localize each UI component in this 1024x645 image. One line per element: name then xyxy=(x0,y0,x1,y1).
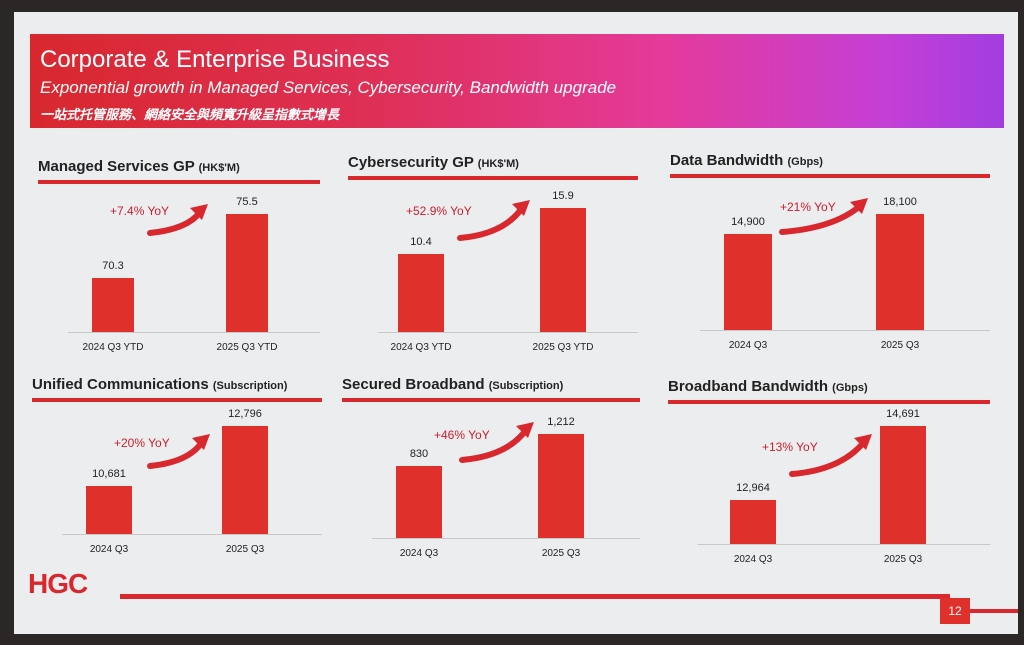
growth-label: +13% YoY xyxy=(762,440,818,454)
chart-title-text: Managed Services GP xyxy=(38,158,199,175)
title-underline xyxy=(348,176,638,180)
bar xyxy=(396,466,442,538)
hgc-logo: HGC xyxy=(28,568,88,599)
category-label: 2024 Q3 YTD xyxy=(390,342,452,353)
growth-arrow-icon xyxy=(779,198,868,235)
growth-label: +52.9% YoY xyxy=(406,204,472,218)
title-underline xyxy=(342,398,640,402)
data-label: 12,796 xyxy=(228,408,262,420)
data-label: 1,212 xyxy=(547,416,575,428)
baseline xyxy=(700,330,990,331)
managed-services-chart: Managed Services GP (HK$'M) 70.3 2024 Q3 Y… xyxy=(38,158,320,388)
category-label: 2025 Q3 xyxy=(541,548,581,559)
bar xyxy=(880,426,926,544)
growth-arrow-icon xyxy=(789,434,872,477)
data-label: 830 xyxy=(409,448,429,460)
title-underline xyxy=(670,174,990,178)
bar xyxy=(222,426,268,534)
growth-label: +46% YoY xyxy=(434,428,490,442)
chart-title-text: Unified Communications xyxy=(32,376,213,393)
growth-label: +7.4% YoY xyxy=(110,204,170,218)
chart-unit: (HK$'M) xyxy=(477,158,519,170)
broadband-bandwidth-chart: Broadband Bandwidth (Gbps) 12,964 2024 Q3 1… xyxy=(668,378,990,608)
chart-title-text: Data Bandwidth xyxy=(670,152,788,169)
baseline xyxy=(698,544,990,545)
title-underline xyxy=(668,400,990,404)
chart-title: Secured Broadband (Subscription) xyxy=(342,376,563,393)
data-label: 12,964 xyxy=(736,482,770,494)
baseline xyxy=(62,534,322,535)
chart-unit: (HK$'M) xyxy=(198,162,240,174)
chart-unit: (Gbps) xyxy=(832,382,868,394)
chart-title: Managed Services GP (HK$'M) xyxy=(38,158,240,175)
bar xyxy=(398,254,444,332)
baseline xyxy=(372,538,640,539)
bar xyxy=(538,434,584,538)
data-label: 18,100 xyxy=(883,196,917,208)
bar xyxy=(730,500,776,544)
data-label: 10.4 xyxy=(410,236,432,248)
title-banner: Corporate & Enterprise Business Exponent… xyxy=(30,34,1004,128)
page-number: 12 xyxy=(940,598,970,624)
data-label: 14,900 xyxy=(731,216,765,228)
category-label: 2025 Q3 YTD xyxy=(216,342,278,353)
cybersecurity-chart: Cybersecurity GP (HK$'M) 10.4 2024 Q3 YTD 1… xyxy=(348,154,638,384)
title-underline xyxy=(32,398,322,402)
bar xyxy=(540,208,586,332)
slide-subtitle-chinese: 一站式托管服務、網絡安全與頻寬升級呈指數式增長 xyxy=(40,107,340,122)
data-label: 14,691 xyxy=(886,408,920,420)
category-label: 2024 Q3 xyxy=(733,554,773,565)
category-label: 2024 Q3 xyxy=(89,544,129,555)
chart-unit: (Gbps) xyxy=(787,156,823,168)
chart-title-text: Secured Broadband xyxy=(342,376,489,393)
secured-broadband-chart: Secured Broadband (Subscription) 830 2024 … xyxy=(342,376,640,606)
baseline xyxy=(378,332,638,333)
bar xyxy=(724,234,772,330)
growth-arrow-icon xyxy=(147,204,208,236)
chart-title: Unified Communications (Subscription) xyxy=(32,376,287,393)
growth-arrow-icon xyxy=(457,200,530,241)
category-label: 2024 Q3 xyxy=(399,548,439,559)
unified-communications-chart: Unified Communications (Subscription) 10,… xyxy=(32,376,322,606)
data-label: 70.3 xyxy=(102,260,124,272)
chart-title: Cybersecurity GP (HK$'M) xyxy=(348,154,519,171)
growth-arrow-icon xyxy=(147,434,210,469)
data-label: 75.5 xyxy=(236,196,258,208)
category-label: 2024 Q3 xyxy=(728,340,768,351)
category-label: 2024 Q3 YTD xyxy=(82,342,144,353)
baseline xyxy=(68,332,320,333)
category-label: 2025 Q3 YTD xyxy=(532,342,594,353)
growth-arrow-icon xyxy=(459,422,534,463)
data-bandwidth-chart: Data Bandwidth (Gbps) 14,900 2024 Q3 18,100… xyxy=(670,152,990,382)
category-label: 2025 Q3 xyxy=(883,554,923,565)
data-label: 10,681 xyxy=(92,468,126,480)
chart-unit: (Subscription) xyxy=(212,380,288,392)
growth-label: +21% YoY xyxy=(780,200,836,214)
bar xyxy=(92,278,134,332)
bar xyxy=(86,486,132,534)
category-label: 2025 Q3 xyxy=(225,544,265,555)
slide-title: Corporate & Enterprise Business xyxy=(40,46,390,73)
title-underline xyxy=(38,180,320,184)
bar xyxy=(226,214,268,332)
data-label: 15.9 xyxy=(552,190,574,202)
chart-title: Broadband Bandwidth (Gbps) xyxy=(668,378,868,395)
slide-subtitle: Exponential growth in Managed Services, … xyxy=(40,78,617,97)
bar xyxy=(876,214,924,330)
chart-unit: (Subscription) xyxy=(488,380,564,392)
footer-divider xyxy=(120,594,950,599)
footer-divider-right xyxy=(970,609,1018,613)
chart-title-text: Cybersecurity GP xyxy=(348,154,478,171)
chart-title: Data Bandwidth (Gbps) xyxy=(670,152,823,169)
category-label: 2025 Q3 xyxy=(880,340,920,351)
slide: Corporate & Enterprise Business Exponent… xyxy=(14,12,1018,634)
growth-label: +20% YoY xyxy=(114,436,170,450)
chart-title-text: Broadband Bandwidth xyxy=(668,378,833,395)
